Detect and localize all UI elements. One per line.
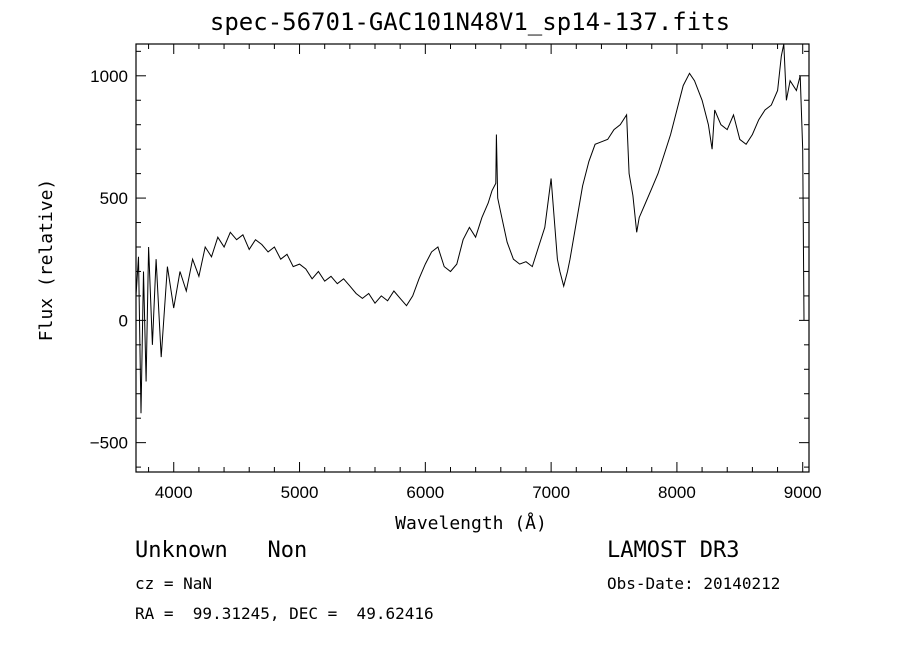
y-tick-label: 500 <box>100 189 128 208</box>
x-tick-label: 9000 <box>784 483 822 502</box>
survey-label: LAMOST DR3 <box>607 538 740 563</box>
spectrum-line <box>135 43 805 414</box>
y-tick-label: 0 <box>119 311 128 330</box>
obs-date-label: Obs-Date: 20140212 <box>607 574 781 593</box>
x-tick-label: 6000 <box>406 483 444 502</box>
redshift-label: cz = NaN <box>135 574 213 593</box>
x-axis-label: Wavelength (Å) <box>395 512 547 534</box>
x-axis-ticks <box>148 44 804 472</box>
x-tick-label: 4000 <box>155 483 193 502</box>
x-tick-label: 5000 <box>281 483 319 502</box>
x-tick-label: 8000 <box>658 483 696 502</box>
x-axis-tick-labels: 4000 5000 6000 7000 8000 9000 <box>155 483 822 502</box>
y-tick-label: −500 <box>90 434 128 453</box>
y-tick-label: 1000 <box>90 67 128 86</box>
y-axis-tick-labels: −500 0 500 1000 <box>90 67 128 453</box>
y-axis-label: Flux (relative) <box>36 179 57 342</box>
plot-frame <box>135 43 810 473</box>
chart-title: spec-56701-GAC101N48V1_sp14-137.fits <box>209 8 731 36</box>
y-axis-ticks <box>136 50 809 468</box>
x-tick-label: 7000 <box>532 483 570 502</box>
coordinates-label: RA = 99.31245, DEC = 49.62416 <box>135 604 434 623</box>
object-class-label: Unknown Non <box>135 538 308 563</box>
